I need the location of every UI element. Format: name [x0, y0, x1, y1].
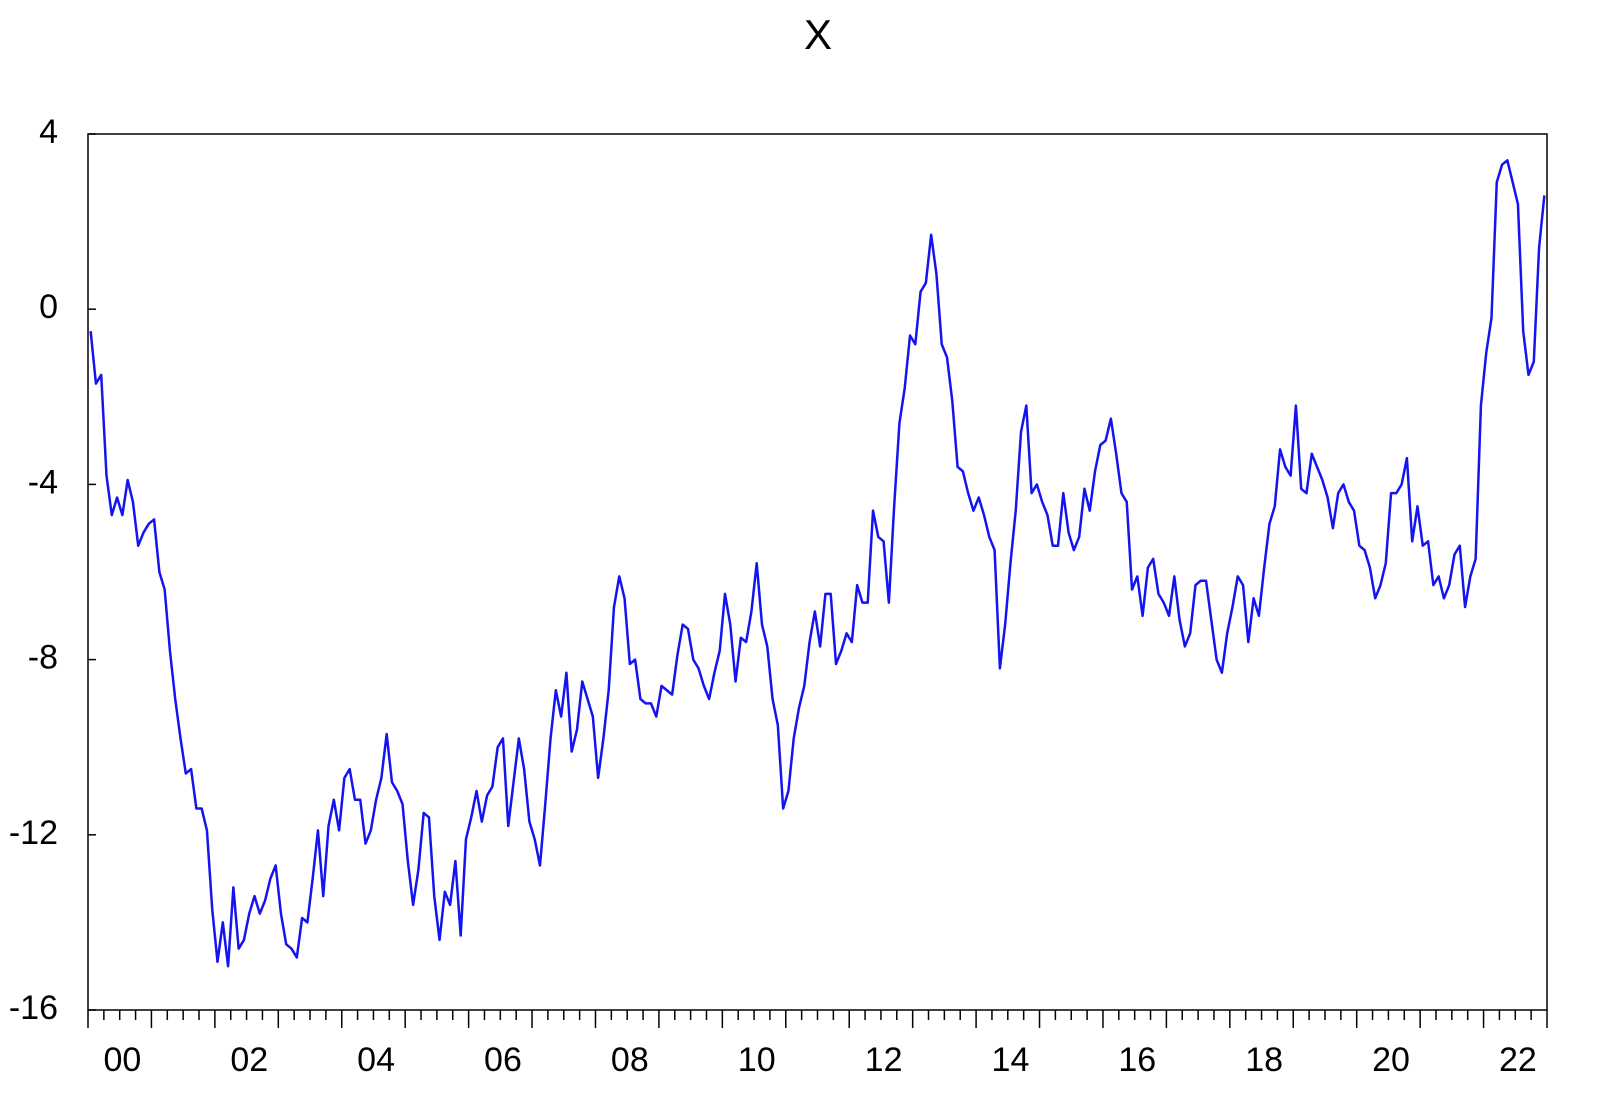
x-tick-label: 12 — [865, 1041, 903, 1079]
y-tick-label: -8 — [28, 639, 58, 677]
x-tick-label: 00 — [103, 1041, 141, 1079]
x-tick-label: 14 — [992, 1041, 1030, 1079]
y-tick-label: -12 — [9, 814, 58, 852]
y-tick-label: 0 — [39, 288, 58, 326]
chart-title: X — [804, 11, 832, 58]
plot-frame — [87, 133, 1548, 1011]
x-tick-label: 18 — [1245, 1041, 1283, 1079]
y-tick-label: -16 — [9, 989, 58, 1027]
x-tick-label: 22 — [1499, 1041, 1537, 1079]
x-tick-label: 06 — [484, 1041, 522, 1079]
x-tick-label: 20 — [1372, 1041, 1410, 1079]
x-tick-label: 02 — [230, 1041, 268, 1079]
data-line — [89, 159, 1546, 968]
x-tick-label: 08 — [611, 1041, 649, 1079]
x-tick-label: 10 — [738, 1041, 776, 1079]
y-tick-label: 4 — [39, 113, 58, 151]
x-tick-label: 04 — [357, 1041, 395, 1079]
y-tick-label: -4 — [28, 463, 58, 501]
x-tick-label: 16 — [1118, 1041, 1156, 1079]
